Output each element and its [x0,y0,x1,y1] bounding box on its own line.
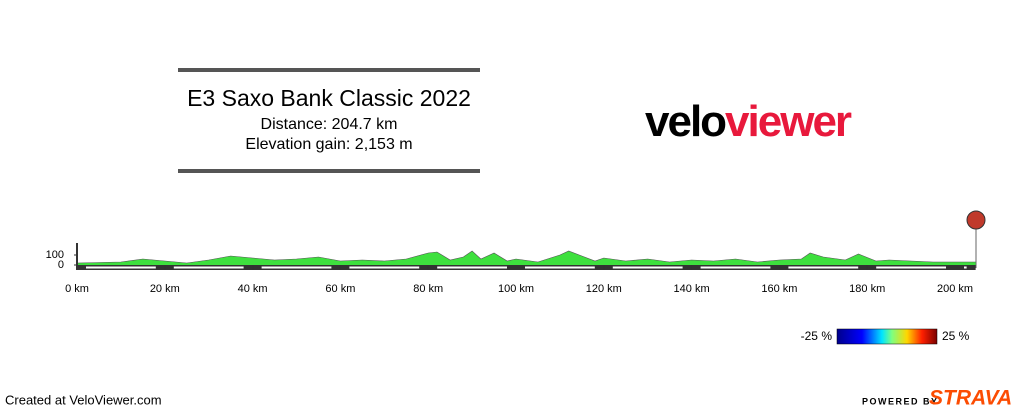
powered-by: POWERED BY [862,396,939,406]
y-tick-label: 100 [46,249,64,261]
title-rule [178,169,480,173]
chart-title: E3 Saxo Bank Classic 2022 [187,85,471,111]
elevation-area [77,251,976,265]
elevation-line [76,250,976,264]
x-tick-label: 120 km [586,283,622,295]
colorbar-label: 25 % [942,329,970,343]
colorbar-label: -25 % [801,329,833,343]
subtitle: Elevation gain: 2,153 m [245,136,412,153]
logo: veloviewer [645,97,852,146]
x-tick-label: 0 km [65,283,89,295]
x-tick-label: 20 km [150,283,180,295]
x-tick-label: 100 km [498,283,534,295]
x-tick-label: 180 km [849,283,885,295]
strava-logo: STRAVA [929,387,1012,410]
logo-velo: velo [645,97,726,146]
colorbar [836,328,938,345]
subtitle: Distance: 204.7 km [261,116,398,133]
x-tick-label: 60 km [325,283,355,295]
title-rule [178,68,480,72]
x-tick-label: 80 km [413,283,443,295]
y-tick-label: 0 [58,259,64,271]
x-tick-label: 160 km [761,283,797,295]
x-tick-label: 40 km [238,283,268,295]
x-tick-label: 140 km [674,283,710,295]
credit: Created at VeloViewer.com [5,392,162,407]
logo-viewer: viewer [725,97,852,146]
x-tick-label: 200 km [937,283,973,295]
finish-flag [966,210,986,230]
